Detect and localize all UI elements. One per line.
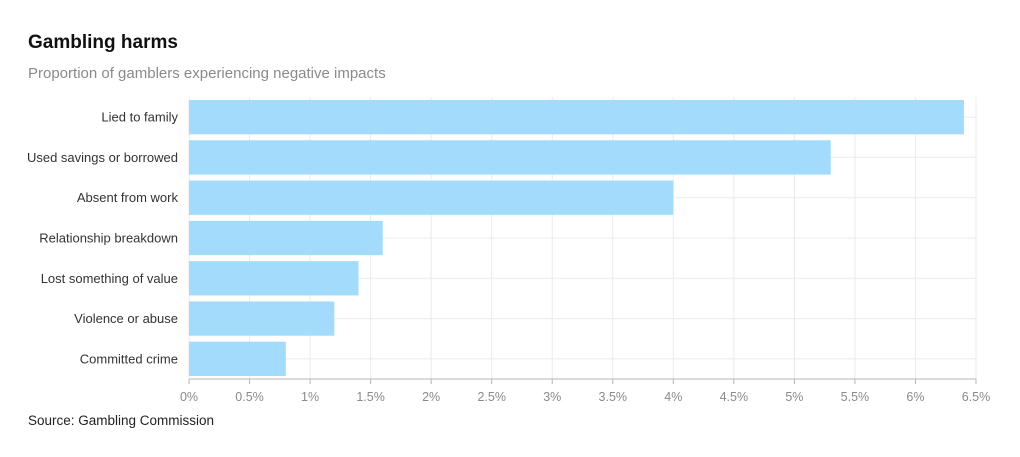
category-label: Committed crime: [80, 351, 178, 366]
bar: [189, 180, 674, 215]
x-tick-label: 2.5%: [477, 390, 506, 404]
bar: [189, 100, 964, 135]
category-label: Violence or abuse: [74, 311, 178, 326]
category-label: Lost something of value: [41, 271, 178, 286]
x-tick-label: 1%: [301, 390, 319, 404]
category-label: Lied to family: [101, 110, 178, 125]
bars: [189, 100, 964, 376]
x-tick-label: 4.5%: [720, 390, 749, 404]
x-axis: 0% 0.5% 1% 1.5% 2% 2.5% 3% 3.5% 4% 4.5% 5% 5.5% 6% 6.…: [180, 378, 991, 404]
chart-subtitle: Proportion of gamblers experiencing nega…: [28, 65, 386, 82]
x-tick-label: 0.5%: [235, 390, 264, 404]
x-tick-label: 4%: [664, 390, 682, 404]
category-label: Absent from work: [77, 190, 179, 205]
bar: [189, 341, 286, 376]
bar: [189, 140, 831, 175]
x-tick-label: 6%: [906, 390, 924, 404]
bar: [189, 220, 383, 256]
x-tick-label: 6.5%: [962, 390, 991, 404]
category-label: Relationship breakdown: [39, 231, 178, 246]
x-tick-label: 1.5%: [356, 390, 385, 404]
category-label: Used savings or borrowed: [27, 150, 178, 165]
x-tick-label: 3.5%: [599, 390, 628, 404]
x-tick-label: 5.5%: [841, 390, 870, 404]
bar: [189, 261, 359, 296]
source-note: Source: Gambling Commission: [28, 413, 215, 428]
chart-title: Gambling harms: [28, 32, 178, 53]
bar: [189, 301, 335, 336]
x-tick-label: 0%: [180, 390, 198, 404]
x-tick-label: 2%: [422, 390, 440, 404]
x-tick-label: 5%: [785, 390, 803, 404]
x-tick-label: 3%: [543, 390, 561, 404]
category-labels: Lied to family Used savings or borrowed Ab…: [27, 110, 179, 367]
